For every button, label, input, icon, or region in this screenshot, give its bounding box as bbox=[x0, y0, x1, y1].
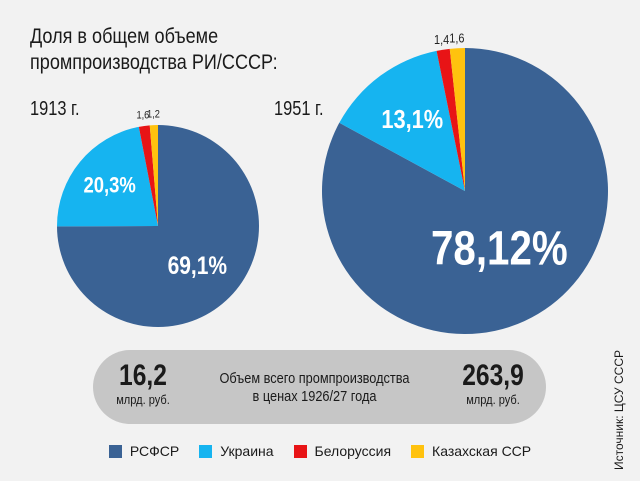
pie-label-1-2: 1,4 bbox=[434, 32, 449, 47]
pie-slice-1-2 bbox=[436, 48, 465, 191]
pie-label-1-1: 13,1% bbox=[381, 105, 443, 134]
pie-slice-0-0 bbox=[57, 125, 260, 327]
chart-title: Доля в общем объеме промпроизводства РИ/… bbox=[30, 24, 288, 76]
totals-caption-line1: Объем всего промпроизводства bbox=[219, 370, 410, 387]
legend-swatch bbox=[108, 444, 122, 458]
totals-panel: 16,2 млрд. руб. Объем всего промпроизвод… bbox=[93, 350, 546, 424]
pie-1913-year-label: 1913 г. bbox=[30, 98, 80, 120]
pie-slice-0-3 bbox=[149, 125, 158, 226]
totals-caption-line2: в ценах 1926/27 года bbox=[252, 388, 377, 405]
pie-slice-0-1 bbox=[57, 126, 159, 227]
legend-item-ukraine: Украина bbox=[199, 443, 274, 459]
legend-item-rsfsr: РСФСР bbox=[108, 443, 180, 459]
legend-swatch bbox=[411, 444, 425, 458]
legend-swatch bbox=[199, 444, 213, 458]
pie-label-0-3: 1,2 bbox=[147, 109, 160, 121]
pie-label-1-0: 78,12% bbox=[431, 222, 568, 275]
chart-title-line2: промпроизводства РИ/СССР: bbox=[30, 51, 278, 74]
source-note: Источник: ЦСУ СССР bbox=[612, 350, 626, 470]
legend-item-kazakh: Казахская ССР bbox=[411, 443, 531, 459]
legend: РСФСР Украина Белоруссия Казахская ССР bbox=[0, 441, 640, 461]
pie-slice-0-2 bbox=[138, 125, 158, 226]
total-1913-unit: млрд. руб. bbox=[116, 392, 170, 407]
total-1951-unit: млрд. руб. bbox=[466, 392, 520, 407]
total-1913: 16,2 млрд. руб. bbox=[101, 360, 185, 408]
pie-slice-1-3 bbox=[449, 48, 465, 191]
legend-label: Белоруссия bbox=[314, 443, 392, 459]
total-1913-value: 16,2 bbox=[119, 359, 167, 392]
total-1951: 263,9 млрд. руб. bbox=[448, 360, 538, 408]
chart-title-line1: Доля в общем объеме bbox=[30, 25, 219, 48]
legend-label: РСФСР bbox=[129, 443, 180, 459]
pie-label-0-0: 69,1% bbox=[168, 251, 228, 279]
totals-caption: Объем всего промпроизводства в ценах 192… bbox=[211, 370, 418, 406]
legend-label: Украина bbox=[220, 443, 274, 459]
pie-label-1-3: 1,6 bbox=[449, 31, 464, 46]
pie-1951-year-label: 1951 г. bbox=[274, 98, 324, 120]
legend-item-belarus: Белоруссия bbox=[293, 443, 392, 459]
pie-label-0-1: 20,3% bbox=[83, 174, 135, 198]
legend-label: Казахская ССР bbox=[432, 443, 532, 459]
legend-swatch bbox=[293, 444, 307, 458]
pie-label-0-2: 1,6 bbox=[136, 110, 149, 122]
total-1951-value: 263,9 bbox=[462, 359, 524, 392]
pie-slice-1-1 bbox=[339, 50, 465, 191]
